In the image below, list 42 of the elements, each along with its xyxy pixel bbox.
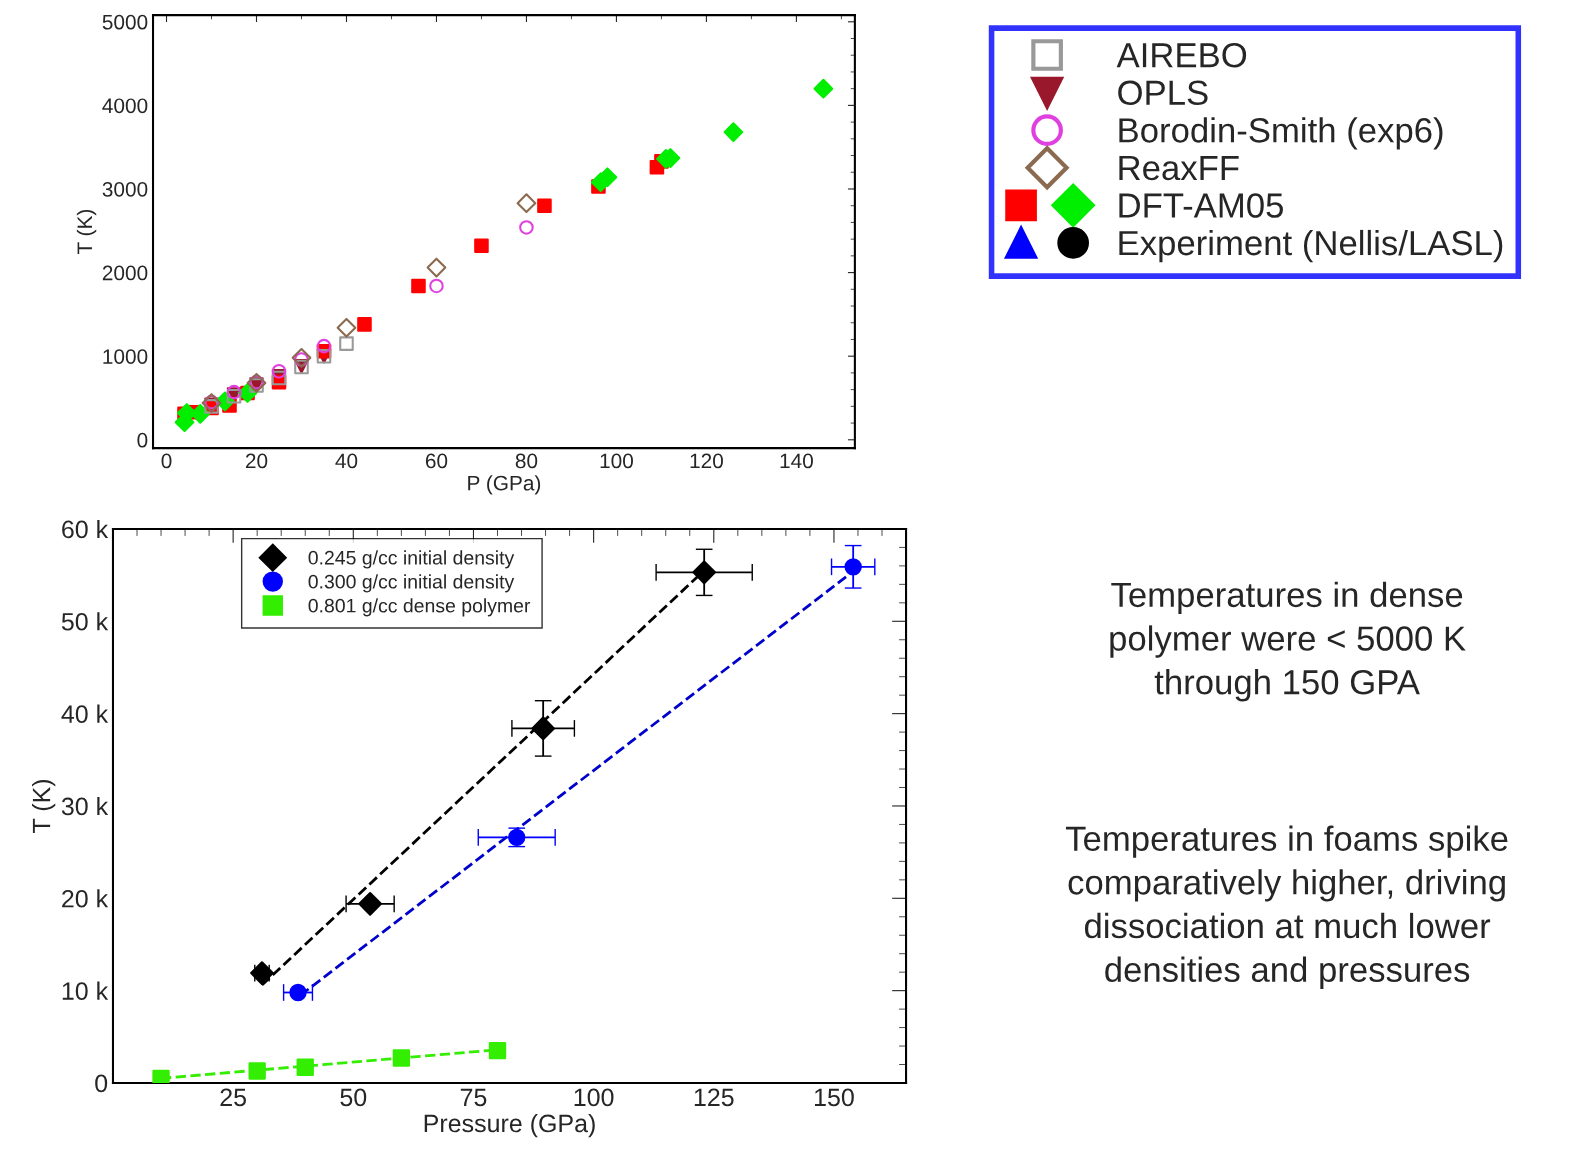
y-tick-label: 50 k	[61, 612, 109, 631]
text: Temperatures in dense polymer were < 5000 K through 150 GPA	[1110, 581, 1466, 702]
x-tick-label: 75	[460, 1088, 487, 1107]
y-tick-label: 5000	[102, 14, 148, 30]
y-tick-label: 0	[95, 1074, 108, 1093]
x-tick-label: 50	[340, 1088, 367, 1107]
x-tick-label: 60	[425, 453, 448, 469]
y-tick-label: 40 k	[61, 704, 109, 723]
y-tick-label: 30 k	[61, 796, 109, 816]
legend-label: DFT-AM05	[1119, 193, 1283, 218]
legend-label: ReaxFF	[1119, 156, 1239, 181]
x-tick-label: 100	[574, 1088, 614, 1107]
legend-label: 0.300 g/cc initial density	[308, 574, 515, 593]
x-axis-title: Pressure (GPa)	[424, 1113, 595, 1138]
x-tick-label: 25	[220, 1088, 246, 1107]
y-tick-label: 10 k	[62, 981, 109, 1000]
x-tick-label: 0	[161, 453, 172, 469]
legend-label: 0.801 g/cc dense polymer	[308, 598, 531, 617]
legend-label: Experiment (Nellis/LASL)	[1119, 229, 1503, 263]
y-tick-label: 1000	[103, 349, 148, 364]
y-axis-title: T (K)	[32, 779, 56, 833]
y-axis-title: T (K)	[76, 209, 97, 255]
x-tick-label: 125	[694, 1088, 734, 1107]
y-tick-label: 2000	[102, 265, 148, 281]
y-tick-label: 4000	[102, 98, 148, 114]
y-tick-label: 20 k	[62, 889, 109, 908]
x-tick-label: 150	[815, 1088, 854, 1107]
x-tick-label: 120	[690, 453, 723, 469]
y-tick-label: 3000	[102, 181, 148, 197]
x-tick-label: 40	[335, 453, 358, 469]
legend-label: Borodin-Smith (exp6)	[1119, 117, 1443, 150]
y-tick-label: 60 k	[62, 519, 109, 539]
x-tick-label: 80	[515, 453, 538, 469]
x-axis-title: P (GPa)	[468, 475, 541, 495]
x-tick-label: 20	[245, 453, 268, 469]
legend-label: OPLS	[1118, 80, 1208, 106]
text: Temperatures in foams spike comparatively higher, driving dissociation at much lower densities and pressures	[1065, 825, 1508, 989]
x-tick-label: 100	[600, 453, 633, 469]
legend-label: AIREBO	[1116, 42, 1247, 68]
legend-label: 0.245 g/cc initial density	[308, 550, 515, 569]
y-tick-label: 0	[137, 432, 148, 448]
x-tick-label: 140	[780, 453, 813, 469]
